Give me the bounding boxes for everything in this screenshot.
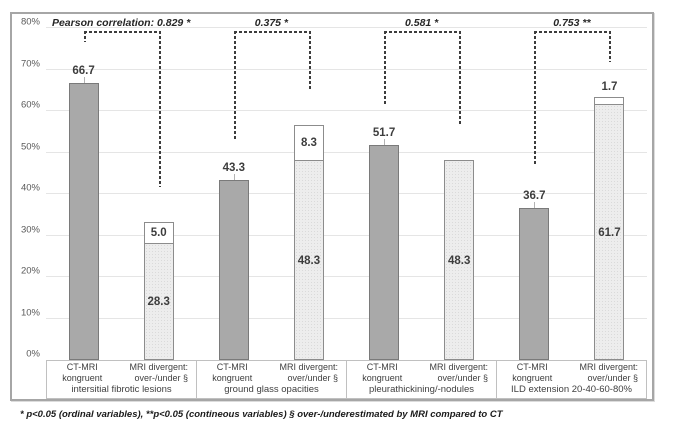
under-value-label: 28.3 bbox=[147, 296, 170, 309]
plot-area: 0% 10% 20% 30% 40% 50% 60% 70% 80% 66.7 28.3 5.0 Pea… bbox=[21, 17, 647, 360]
bar-group: 66.7 28.3 5.0 Pearson correlation: 0.829 * bbox=[46, 17, 196, 360]
footnote: * p<0.05 (ordinal variables), **p<0.05 (… bbox=[20, 409, 503, 420]
axis-group-cell: CT-MRI kongruent MRI divergent: over-/und… bbox=[47, 361, 196, 398]
divergent-over-segment bbox=[143, 221, 174, 244]
correlation-label: 0.753 ** bbox=[553, 17, 591, 29]
series-label-divergent: MRI divergent: over/under § bbox=[579, 361, 638, 383]
value-leader-line bbox=[83, 77, 85, 84]
y-axis-tick-label: 70% bbox=[20, 58, 40, 69]
chart-area: 0% 10% 20% 30% 40% 50% 60% 70% 80% 66.7 28.3 5.0 Pea… bbox=[10, 12, 654, 401]
correlation-bracket bbox=[233, 31, 309, 33]
under-value-label: 48.3 bbox=[297, 254, 321, 267]
y-axis-tick-label: 60% bbox=[20, 99, 40, 111]
divergent-under-segment bbox=[293, 159, 324, 360]
series-label-congruent: CT-MRI kongruent bbox=[512, 361, 553, 383]
axis-group-cell: CT-MRI kongruent MRI divergent: over/unde… bbox=[196, 361, 346, 398]
bar-group: 51.7 48.3 0.581 * bbox=[347, 17, 497, 360]
over-value-label: 1.7 bbox=[601, 80, 618, 93]
correlation-label: 0.581 * bbox=[404, 17, 439, 29]
series-label-divergent: MRI divergent: over/under § bbox=[279, 361, 338, 383]
over-value-label: 8.3 bbox=[300, 137, 317, 150]
gridline bbox=[46, 276, 647, 277]
x-axis-label-table: CT-MRI kongruent MRI divergent: over-/und… bbox=[46, 360, 647, 399]
bracket-left-leg bbox=[233, 31, 236, 139]
bracket-right-leg bbox=[158, 31, 161, 187]
bar-group: 43.3 48.3 8.3 0.375 * bbox=[196, 17, 346, 360]
y-axis-tick-label: 20% bbox=[20, 265, 40, 277]
gridline bbox=[46, 317, 647, 319]
bracket-right-leg bbox=[609, 31, 612, 62]
bracket-right-leg bbox=[308, 31, 311, 90]
divergent-bar: 48.3 8.3 bbox=[293, 125, 324, 360]
gridline bbox=[46, 68, 647, 70]
bracket-left-leg bbox=[534, 31, 537, 167]
bracket-left-leg bbox=[83, 31, 86, 42]
correlation-bracket bbox=[384, 31, 460, 33]
divergent-under-segment bbox=[143, 242, 174, 360]
x-axis-group-label: intersitial fibrotic lesions bbox=[71, 384, 172, 395]
correlation-bracket bbox=[534, 31, 610, 33]
divergent-under-segment bbox=[594, 103, 625, 360]
bracket-right-leg bbox=[459, 31, 462, 125]
value-leader-line bbox=[233, 174, 235, 181]
divergent-over-segment bbox=[594, 96, 625, 105]
divergent-bar: 28.3 5.0 bbox=[143, 221, 174, 360]
value-leader-line bbox=[384, 139, 386, 146]
divergent-bar: 48.3 bbox=[444, 159, 475, 360]
congruent-value-label: 51.7 bbox=[372, 127, 396, 140]
y-axis-tick-label: 10% bbox=[20, 307, 40, 318]
series-label-row: CT-MRI kongruent MRI divergent: over/unde… bbox=[497, 361, 646, 384]
series-label-congruent: CT-MRI kongruent bbox=[212, 361, 253, 383]
x-axis-group-label: ILD extension 20-40-60-80% bbox=[511, 384, 632, 395]
value-leader-line bbox=[534, 201, 536, 208]
x-axis-group-label: ground glass opacities bbox=[224, 384, 319, 395]
congruent-value-label: 66.7 bbox=[72, 65, 95, 78]
under-value-label: 61.7 bbox=[598, 226, 621, 239]
y-axis-tick-label: 0% bbox=[26, 348, 40, 360]
axis-group-cell: CT-MRI kongruent MRI divergent: over/unde… bbox=[346, 361, 496, 398]
x-axis-group-label: pleurathickining/-nodules bbox=[368, 384, 475, 395]
bar-group: 36.7 61.7 1.7 0.753 ** bbox=[497, 17, 647, 360]
y-axis-tick-label: 50% bbox=[20, 141, 40, 152]
gridline bbox=[46, 27, 647, 28]
series-label-row: CT-MRI kongruent MRI divergent: over-/und… bbox=[47, 361, 196, 384]
congruent-value-label: 36.7 bbox=[523, 189, 546, 202]
congruent-bar bbox=[369, 145, 400, 360]
axis-group-cell: CT-MRI kongruent MRI divergent: over/unde… bbox=[496, 361, 646, 398]
series-label-congruent: CT-MRI kongruent bbox=[62, 361, 103, 383]
series-label-row: CT-MRI kongruent MRI divergent: over/unde… bbox=[347, 361, 496, 384]
over-value-label: 5.0 bbox=[150, 227, 167, 240]
under-value-label: 48.3 bbox=[447, 254, 471, 267]
congruent-bar bbox=[218, 180, 249, 360]
gridline bbox=[46, 151, 647, 153]
gridline bbox=[46, 110, 647, 111]
y-axis-tick-label: 30% bbox=[20, 224, 40, 235]
bracket-left-leg bbox=[384, 31, 387, 104]
congruent-value-label: 43.3 bbox=[222, 162, 246, 175]
gridline bbox=[46, 234, 647, 236]
series-label-divergent: MRI divergent: over/under § bbox=[429, 361, 488, 383]
series-label-congruent: CT-MRI kongruent bbox=[362, 361, 403, 383]
correlation-label: Pearson correlation: 0.829 * bbox=[51, 17, 191, 29]
congruent-bar bbox=[519, 207, 550, 360]
divergent-over-segment bbox=[293, 125, 324, 161]
y-axis-tick-label: 80% bbox=[20, 16, 40, 28]
divergent-bar: 61.7 bbox=[594, 96, 625, 360]
divergent-under-segment bbox=[444, 159, 475, 360]
series-label-divergent: MRI divergent: over-/under § bbox=[129, 361, 188, 383]
correlation-label: 0.375 * bbox=[254, 17, 289, 29]
gridline bbox=[46, 193, 647, 194]
y-axis-tick-label: 40% bbox=[20, 182, 40, 194]
series-label-row: CT-MRI kongruent MRI divergent: over/unde… bbox=[197, 361, 346, 384]
congruent-bar bbox=[68, 83, 99, 360]
correlation-bracket bbox=[83, 31, 159, 33]
